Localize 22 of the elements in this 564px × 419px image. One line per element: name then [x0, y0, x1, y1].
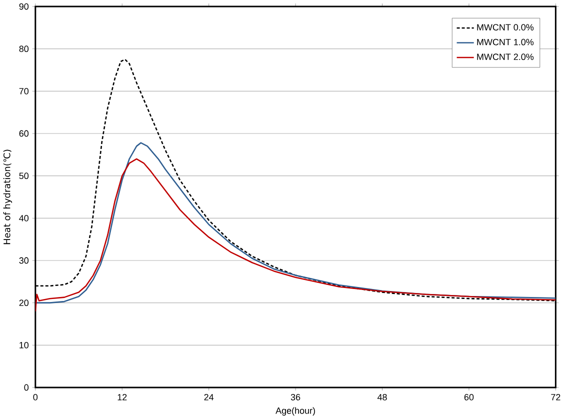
x-tick-label: 48 [377, 394, 387, 400]
y-tick-label: 60 [19, 130, 29, 137]
y-tick-label: 90 [19, 3, 29, 10]
x-tick-label: 24 [204, 394, 214, 400]
y-tick-label: 40 [19, 215, 29, 222]
x-axis-title: Age(hour) [276, 407, 315, 416]
x-tick-label: 0 [33, 394, 38, 400]
x-tick-label: 60 [464, 394, 474, 400]
legend-label: MWCNT 1.0% [477, 38, 534, 46]
legend-label: MWCNT 0.0% [477, 24, 534, 31]
x-tick-label: 12 [118, 394, 127, 400]
legend-label: MWCNT 2.0% [477, 54, 534, 60]
y-tick-label: 70 [19, 88, 29, 94]
y-tick-label: 10 [20, 342, 29, 348]
y-tick-label: 50 [19, 172, 29, 180]
y-tick-label: 0 [24, 384, 29, 391]
y-tick-label: 20 [19, 300, 29, 306]
y-axis-title: Heat of hydration(℃) [3, 150, 12, 244]
x-tick-label: 36 [290, 394, 300, 400]
y-tick-label: 80 [19, 46, 29, 52]
x-tick-label: 72 [551, 394, 560, 400]
y-tick-label: 30 [19, 257, 29, 264]
